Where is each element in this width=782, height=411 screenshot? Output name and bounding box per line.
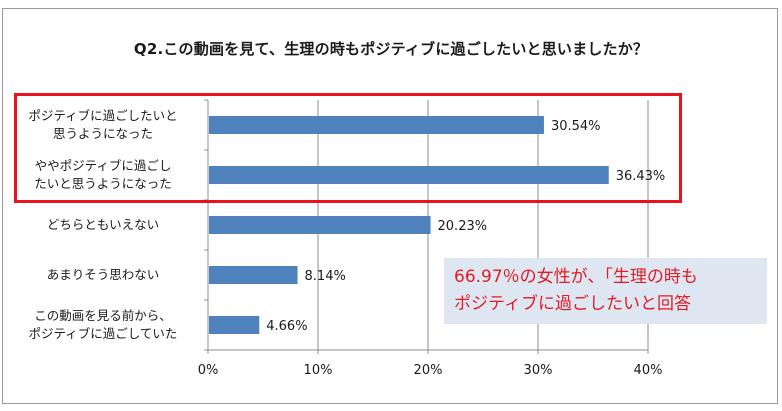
chart-frame	[2, 8, 778, 404]
bar-value-label: 20.23%	[438, 219, 488, 234]
x-tick-label: 10%	[304, 363, 333, 378]
category-label-line: 思うようになった	[52, 126, 153, 141]
category-label-line: たいと思うようになった	[34, 176, 172, 191]
bar	[209, 166, 609, 184]
category-label-line: ややポジティブに過ごし	[34, 158, 172, 173]
bar-value-label: 36.43%	[616, 169, 666, 184]
summary-note-line-1: 66.97％の女性が、｢生理の時も	[454, 267, 698, 287]
x-tick-label: 40%	[634, 363, 663, 378]
category-label-line: どちらともいえない	[46, 217, 160, 232]
category-label-line: この動画を見る前から、	[34, 308, 172, 323]
summary-note: 66.97％の女性が、｢生理の時も ポジティブに過ごしたいと回答	[444, 258, 767, 324]
category-label-line: ポジティブに過ごしていた	[28, 326, 178, 341]
category-label: あまりそう思わない	[8, 266, 198, 284]
chart-title: Q2.この動画を見て、生理の時もポジティブに過ごしたいと思いましたか？	[133, 40, 649, 58]
highlight-box	[14, 93, 682, 203]
bar-value-label: 30.54%	[551, 119, 601, 134]
x-tick-label: 20%	[414, 363, 443, 378]
bar	[209, 316, 260, 334]
category-label-line: ポジティブに過ごしたいと	[28, 108, 178, 123]
bar-value-label: 4.66%	[266, 319, 307, 334]
bar-value-label: 8.14%	[305, 269, 346, 284]
x-tick-label: 30%	[524, 363, 553, 378]
category-label-line: あまりそう思わない	[46, 267, 160, 282]
category-label: この動画を見る前から、 ポジティブに過ごしていた	[8, 307, 198, 343]
x-tick-label: 0%	[198, 363, 219, 378]
bar	[209, 116, 544, 134]
category-label: ポジティブに過ごしたいと 思うようになった	[8, 107, 198, 143]
bar	[209, 266, 298, 284]
bar	[209, 216, 431, 234]
summary-note-line-2: ポジティブに過ごしたいと回答	[454, 294, 691, 314]
category-label: ややポジティブに過ごし たいと思うようになった	[8, 157, 198, 193]
category-label: どちらともいえない	[8, 216, 198, 234]
